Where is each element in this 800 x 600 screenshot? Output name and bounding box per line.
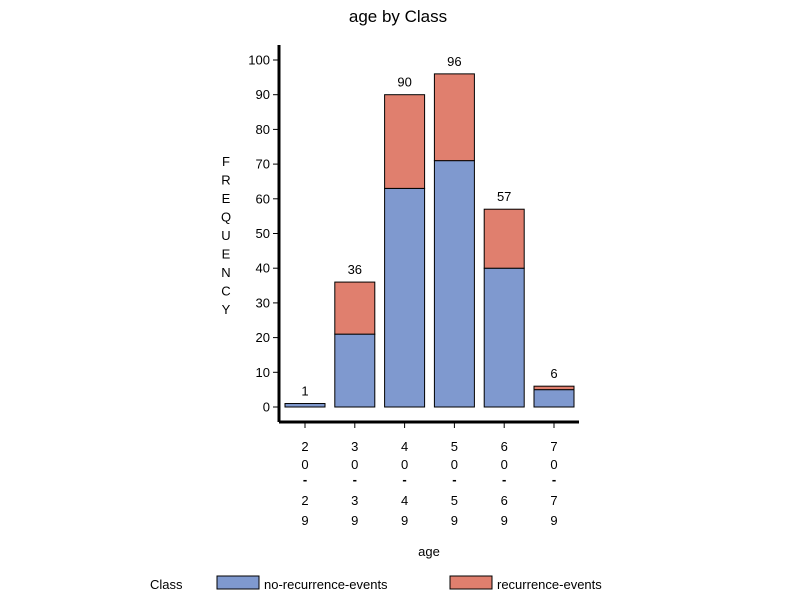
bar-total-labels: 1 36 90 96 57 6 bbox=[301, 54, 557, 399]
x-tick-label: 4 0 -4 9 bbox=[401, 439, 408, 528]
x-tick-label: 5 0 -5 9 bbox=[451, 439, 458, 528]
bar-segment-no-recurrence bbox=[433, 160, 475, 408]
y-tick-label: 50 bbox=[256, 226, 270, 241]
legend-swatch bbox=[449, 575, 493, 590]
legend: Class no-recurrence-events recurrence-even… bbox=[150, 575, 602, 592]
bar-segment-no-recurrence bbox=[334, 333, 376, 408]
bar-total-label: 1 bbox=[301, 384, 308, 399]
y-tick-label: 70 bbox=[256, 157, 270, 172]
bar-segment-no-recurrence bbox=[483, 267, 525, 408]
chart-title: age by Class bbox=[349, 7, 447, 26]
x-tick-label: 2 0 -2 9 bbox=[301, 439, 308, 528]
x-tick-label: 7 0 -7 9 bbox=[550, 439, 557, 528]
legend-label: recurrence-events bbox=[497, 577, 602, 592]
y-tick-label: 20 bbox=[256, 330, 270, 345]
y-tick-label: 80 bbox=[256, 122, 270, 137]
bar-total-label: 90 bbox=[397, 75, 411, 90]
bar-segment-no-recurrence bbox=[384, 187, 426, 408]
bar-total-label: 36 bbox=[348, 262, 362, 277]
y-tick-label: 90 bbox=[256, 87, 270, 102]
legend-title: Class bbox=[150, 577, 183, 592]
bar-total-label: 96 bbox=[447, 54, 461, 69]
bar-total-label: 57 bbox=[497, 189, 511, 204]
bar-segment-recurrence bbox=[533, 385, 575, 391]
legend-swatch bbox=[216, 575, 260, 590]
y-tick-label: 40 bbox=[256, 261, 270, 276]
y-tick-label: 0 bbox=[263, 400, 270, 415]
x-tick-label: 6 0 -6 9 bbox=[501, 439, 508, 528]
bar-segment-recurrence bbox=[334, 281, 376, 335]
bar-segment-recurrence bbox=[384, 94, 426, 189]
x-axis-label: age bbox=[418, 544, 440, 559]
bars bbox=[284, 73, 575, 408]
x-axis: 2 0 -2 9 3 0 -3 9 4 0 -4 9 5 0 -5 9 6 0 -6 9 7 0 -7 9 bbox=[279, 420, 579, 528]
bar-segment-recurrence bbox=[483, 208, 525, 269]
bar-segment-recurrence bbox=[433, 73, 475, 162]
y-tick-label: 10 bbox=[256, 365, 270, 380]
bar-segment-no-recurrence bbox=[284, 403, 326, 408]
y-axis: 0 10 20 30 40 50 60 70 80 90 100 bbox=[248, 45, 281, 422]
y-tick-label: 30 bbox=[256, 295, 270, 310]
bar-segment-no-recurrence bbox=[533, 389, 575, 408]
bar-total-label: 6 bbox=[550, 366, 557, 381]
y-tick-label: 100 bbox=[248, 53, 270, 68]
legend-label: no-recurrence-events bbox=[264, 577, 388, 592]
y-tick-label: 60 bbox=[256, 191, 270, 206]
x-tick-label: 3 0 -3 9 bbox=[351, 439, 358, 528]
